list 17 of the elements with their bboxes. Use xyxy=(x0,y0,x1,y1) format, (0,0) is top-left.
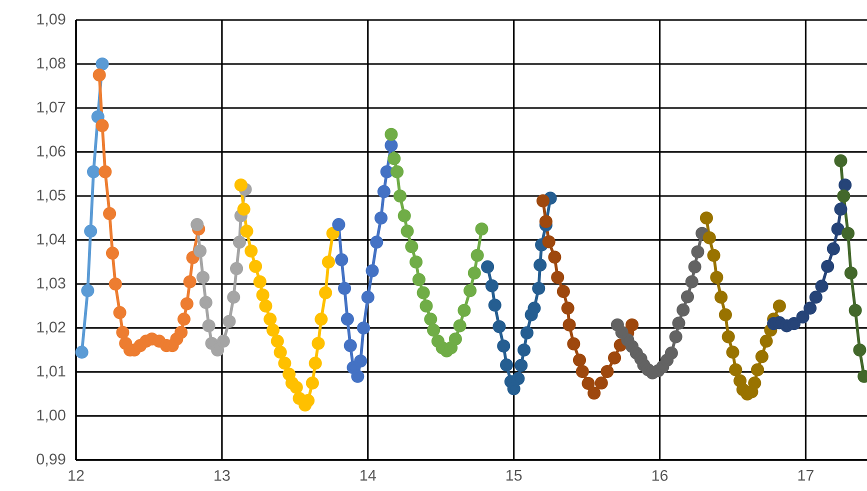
y-tick-label: 0,99 xyxy=(36,454,66,466)
y-tick-label: 1,09 xyxy=(37,14,66,26)
y-tick-label: 1,01 xyxy=(37,366,66,378)
y-tick-label: 1,02 xyxy=(37,322,66,334)
y-tick-label: 1,03 xyxy=(37,278,66,290)
y-tick-label: 1,00 xyxy=(37,410,66,422)
x-tick-label: 13 xyxy=(214,470,230,481)
y-tick-label: 1,04 xyxy=(37,234,66,246)
y-tick-label: 1,08 xyxy=(37,58,66,70)
y-tick-label: 1,07 xyxy=(37,102,66,114)
x-tick-label: 15 xyxy=(506,470,522,481)
y-tick-label: 1,06 xyxy=(37,146,66,158)
x-tick-label: 12 xyxy=(68,470,84,481)
x-tick-label: 14 xyxy=(360,470,376,481)
x-tick-label: 16 xyxy=(652,470,668,481)
y-tick-label: 1,05 xyxy=(37,190,66,202)
x-tick-label: 17 xyxy=(798,470,814,481)
